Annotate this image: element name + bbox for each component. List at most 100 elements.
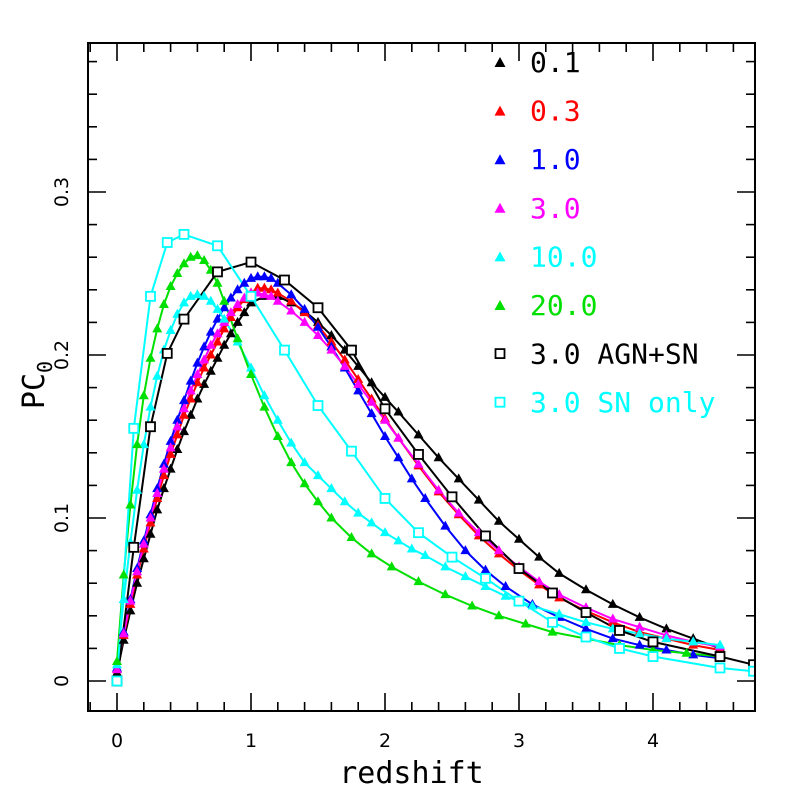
- data-point-triangle: [313, 470, 323, 480]
- data-point-triangle: [493, 515, 504, 525]
- data-point-triangle: [453, 473, 464, 483]
- data-point-square: [547, 587, 558, 599]
- legend-marker: [494, 251, 506, 262]
- data-point-square: [614, 625, 625, 636]
- data-point-triangle: [393, 452, 404, 462]
- data-point-triangle: [185, 375, 196, 385]
- data-point-triangle: [192, 289, 203, 299]
- data-point-triangle: [179, 297, 189, 307]
- data-point-triangle: [366, 517, 377, 527]
- data-point-triangle: [393, 535, 404, 545]
- data-point-square: [614, 643, 625, 654]
- data-point-square: [379, 403, 391, 415]
- data-point-triangle: [165, 435, 176, 445]
- data-point-triangle: [179, 395, 189, 405]
- data-point-triangle: [500, 580, 511, 590]
- data-point-triangle: [165, 448, 176, 458]
- data-point-triangle: [460, 571, 471, 581]
- data-point-triangle: [205, 295, 216, 305]
- data-point-square: [178, 313, 190, 325]
- data-point-triangle: [353, 373, 364, 383]
- x-tick-label: 0: [111, 730, 123, 752]
- legend-item: 3.0 SN only: [494, 386, 715, 419]
- data-point-triangle: [232, 298, 243, 308]
- legend-marker: [494, 105, 506, 116]
- data-point-triangle: [172, 429, 183, 439]
- data-point-triangle: [165, 325, 176, 335]
- data-point-triangle: [152, 492, 163, 502]
- data-point-triangle: [440, 589, 451, 599]
- data-point-triangle: [366, 548, 377, 558]
- data-point-square: [480, 530, 491, 542]
- x-tick-label: 1: [245, 730, 257, 752]
- data-point-triangle: [353, 507, 364, 517]
- data-point-triangle: [266, 284, 277, 294]
- data-point-triangle: [420, 549, 431, 559]
- data-point-triangle: [520, 618, 531, 628]
- data-point-triangle: [158, 458, 169, 468]
- legend-label: 10.0: [530, 240, 597, 273]
- data-point-square: [279, 344, 290, 356]
- data-point-square: [128, 422, 140, 434]
- data-point-triangle: [380, 527, 390, 537]
- data-point-square: [580, 607, 592, 618]
- data-point-triangle: [433, 484, 444, 494]
- y-axis-title-main: PC: [17, 373, 52, 409]
- data-point-triangle: [145, 512, 156, 522]
- data-point-triangle: [313, 329, 323, 339]
- data-point-triangle: [346, 532, 357, 542]
- data-point-triangle: [480, 580, 491, 590]
- data-point-triangle: [493, 545, 504, 555]
- data-point-triangle: [259, 390, 270, 400]
- x-tick-label: 4: [647, 730, 659, 752]
- data-point-triangle: [299, 478, 310, 488]
- data-point-triangle: [199, 354, 210, 364]
- data-point-triangle: [286, 437, 297, 447]
- data-point-triangle: [239, 307, 250, 317]
- data-point-triangle: [179, 403, 189, 413]
- y-tick-label: 0.2: [51, 340, 73, 370]
- legend-marker: [494, 348, 506, 360]
- data-point-triangle: [152, 483, 163, 493]
- legend-item: 1.0: [494, 143, 581, 176]
- data-point-triangle: [581, 623, 591, 633]
- data-point-triangle: [272, 431, 283, 440]
- data-point-triangle: [607, 633, 618, 643]
- data-point-square: [245, 290, 257, 302]
- data-point-triangle: [239, 277, 250, 287]
- data-point-triangle: [145, 352, 156, 362]
- data-point-square: [212, 240, 223, 252]
- data-point-triangle: [259, 271, 270, 281]
- data-point-triangle: [286, 457, 297, 467]
- data-point-triangle: [185, 409, 196, 419]
- data-point-triangle: [661, 633, 672, 643]
- data-point-triangle: [500, 590, 511, 600]
- data-point-square: [279, 274, 290, 286]
- data-point-triangle: [406, 473, 417, 483]
- data-point-triangle: [138, 439, 149, 449]
- legend-label: 3.0: [530, 192, 581, 225]
- legend-marker: [494, 154, 506, 165]
- data-point-square: [161, 347, 173, 359]
- data-point-square: [312, 400, 324, 411]
- legend-label: 3.0 SN only: [530, 386, 715, 419]
- data-point-triangle: [413, 576, 424, 586]
- data-point-triangle: [132, 566, 143, 576]
- data-point-triangle: [232, 284, 243, 294]
- data-point-triangle: [165, 463, 176, 473]
- data-point-triangle: [252, 282, 263, 292]
- data-point-triangle: [453, 507, 464, 517]
- x-tick-label: 3: [513, 730, 525, 752]
- data-point-square: [346, 445, 357, 457]
- data-point-triangle: [118, 569, 129, 579]
- data-point-triangle: [339, 354, 350, 364]
- legend-item: 0.1: [494, 46, 581, 79]
- data-point-square: [714, 662, 726, 674]
- data-point-triangle: [514, 533, 524, 543]
- data-point-triangle: [380, 414, 390, 424]
- data-point-triangle: [152, 370, 163, 380]
- data-point-triangle: [634, 611, 645, 621]
- data-point-triangle: [440, 520, 451, 530]
- data-point-triangle: [219, 339, 230, 349]
